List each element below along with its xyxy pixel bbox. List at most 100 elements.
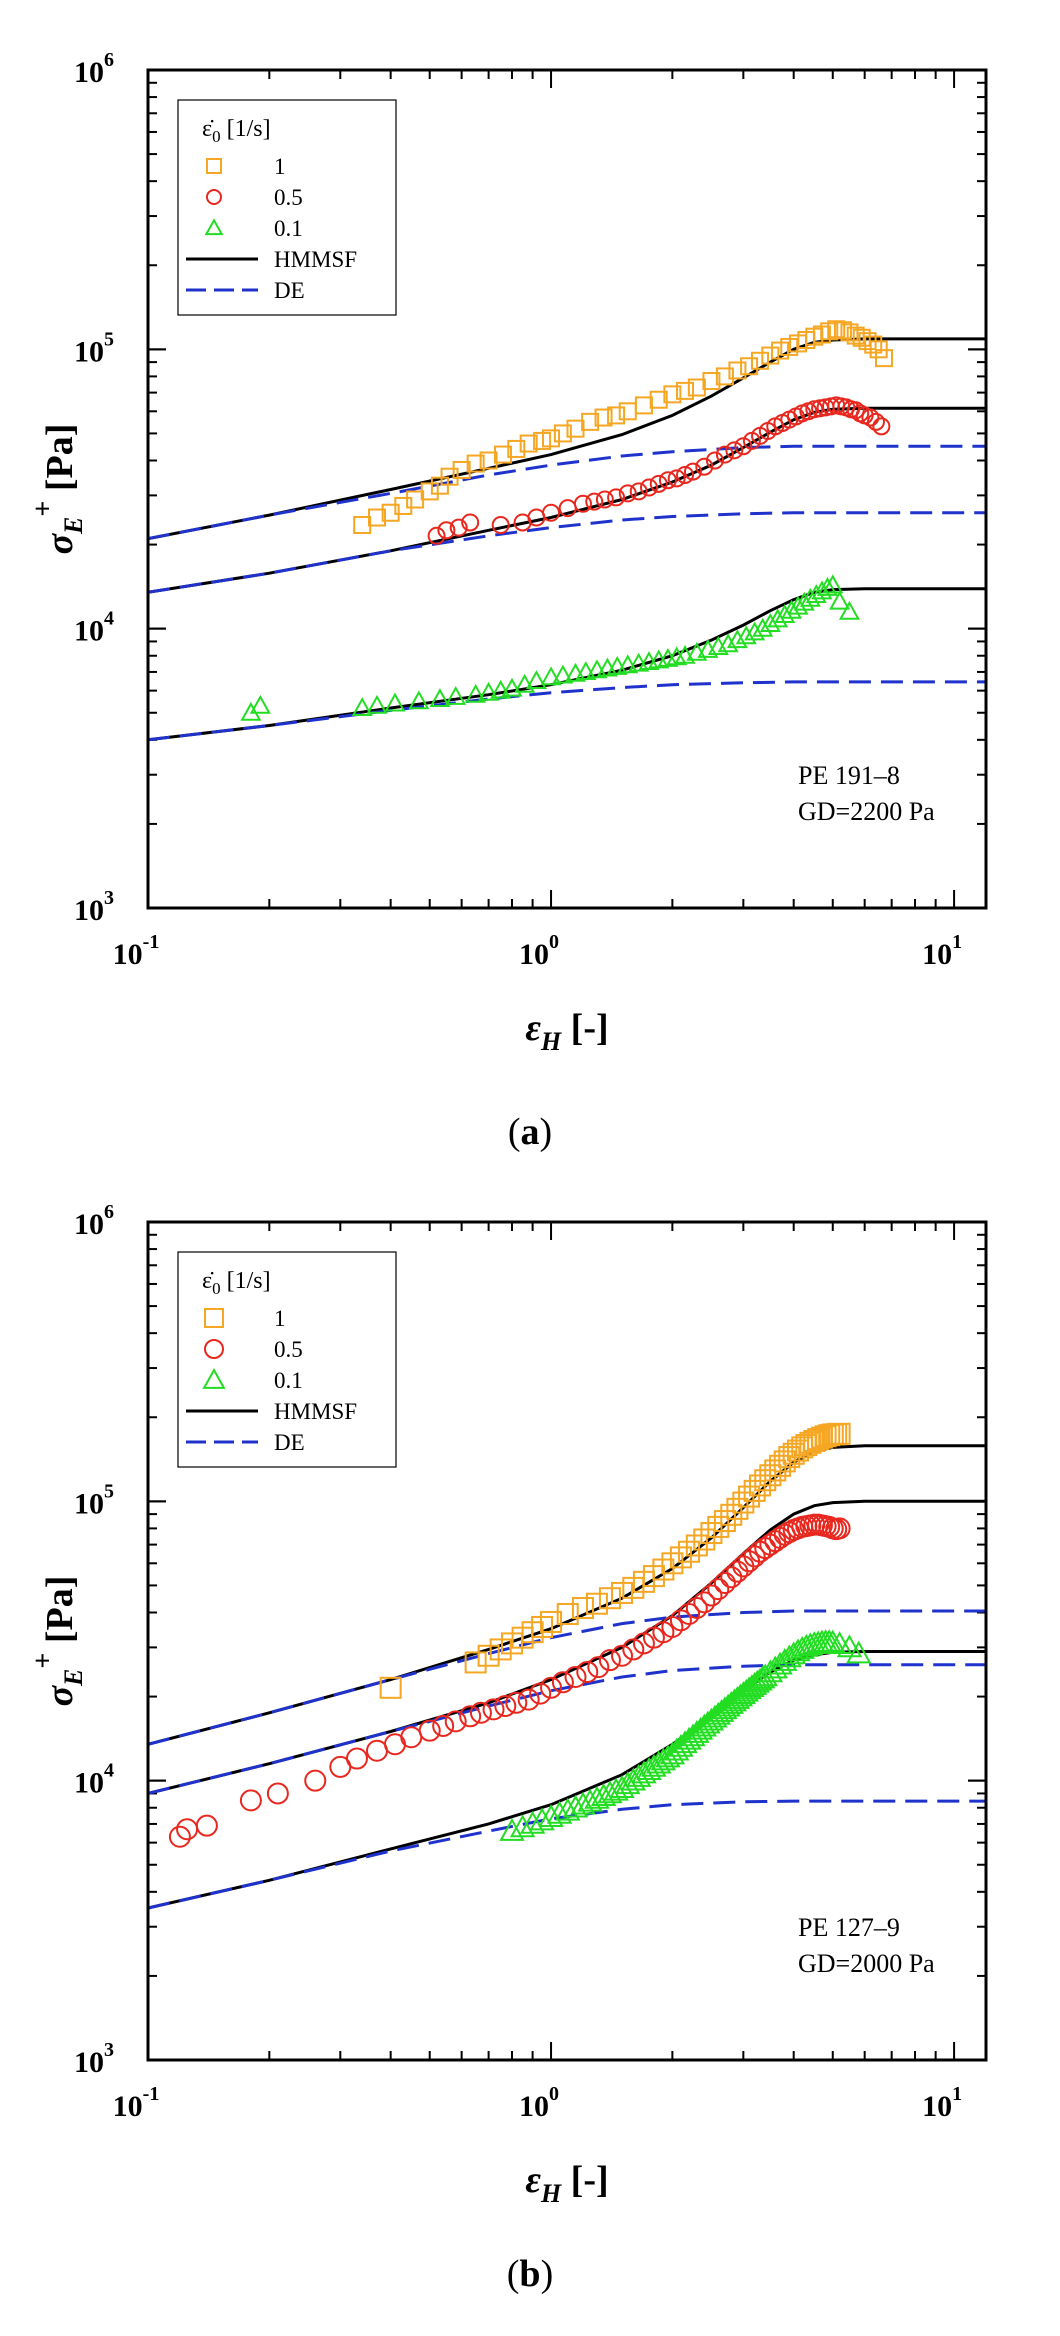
panel-b-series-line-de-6 — [148, 1609, 986, 1746]
panel-b-data-point — [239, 1789, 262, 1812]
panel-a-data-point — [479, 451, 498, 470]
panel-a-data-point — [822, 574, 844, 594]
panel-a-y-axis-label: σE+ [Pa] — [28, 424, 88, 555]
panel-b-y-tick-label: 105 — [74, 1480, 114, 1520]
panel-a-data-point — [744, 621, 766, 641]
panel-b-data-point — [598, 1587, 621, 1610]
panel-b-data-point — [400, 1726, 423, 1749]
panel-b-data-point — [482, 1698, 505, 1721]
panel-b-legend-swatch-triangle — [202, 1368, 226, 1389]
panel-b-data-point — [726, 1560, 749, 1583]
panel-a-data-point — [687, 378, 706, 397]
panel-a-data-point — [829, 590, 851, 610]
panel-a-data-point — [353, 516, 372, 535]
panel-caption-a: (a) — [507, 1111, 553, 1153]
panel-a-data-point — [683, 462, 702, 481]
panel-a-data-point — [452, 460, 471, 479]
panel-b-data-point — [762, 1655, 788, 1679]
panel-b-data-point — [732, 1491, 755, 1514]
panel-a-data-point — [594, 408, 613, 427]
panel-a-data-point — [658, 471, 677, 490]
panel-a-data-point — [384, 692, 406, 712]
panel-a-data-point — [649, 474, 668, 493]
panel-a-data-point — [840, 323, 859, 342]
panel-a-data-point — [368, 508, 387, 527]
panel-a-data-point — [249, 694, 271, 714]
panel-b-data-point — [799, 1431, 822, 1454]
panel-b-data-point — [789, 1635, 815, 1659]
panel-b-data-point — [693, 1528, 716, 1551]
panel-a-legend-entry-label: DE — [274, 278, 305, 303]
panel-b-data-point — [551, 1671, 574, 1694]
panel-b-annotation: PE 127–9 — [798, 1913, 900, 1942]
panel-b-data-point — [556, 1603, 579, 1626]
panel-a-data-point — [649, 390, 668, 409]
panel-b-legend-title: ε̇0 [1/s] — [202, 1268, 271, 1298]
panel-a-data-point — [466, 454, 485, 473]
panel-a-data-point — [420, 482, 439, 501]
panel-a-data-point — [666, 646, 688, 666]
panel-a-plot-area — [148, 320, 986, 742]
panel-b-x-tick-label: 101 — [922, 2083, 962, 2123]
panel-b-data-point — [517, 1688, 540, 1711]
panel-b-legend-swatch-square — [204, 1308, 224, 1328]
panel-b-data-point — [669, 1609, 692, 1632]
panel-b-series-line-hmmsf-5 — [148, 1650, 986, 1910]
panel-b-data-point — [432, 1714, 455, 1737]
panel-b-data-point — [693, 1591, 716, 1614]
panel-b-series-line-de-7 — [148, 1663, 986, 1795]
panel-a-data-point — [527, 508, 546, 527]
panel-b-data-point — [707, 1515, 730, 1538]
panel-a-data-point — [728, 361, 747, 380]
panel-a-x-tick-label: 100 — [519, 931, 559, 971]
panel-b-data-point — [509, 1814, 536, 1838]
panel-a-x-tick-label: 10-1 — [113, 931, 160, 971]
panel-b-data-point — [494, 1695, 517, 1718]
panel-b-chart: 10-1 100 101 103 104 105 106 εH [-] σE+ [Pa] ε̇0 … — [28, 1201, 988, 2208]
panel-a-data-point — [833, 321, 852, 340]
panel-b-data-point — [459, 1705, 482, 1728]
panel-a-series-line-de-6 — [148, 444, 986, 541]
panel-b-data-point — [726, 1497, 749, 1520]
panel-b-data-point — [678, 1603, 701, 1626]
panel-a-series-square-0 — [353, 320, 893, 535]
panel-a-data-point — [595, 490, 614, 509]
panel-a-data-point — [805, 400, 824, 419]
panel-b-y-tick-label: 103 — [74, 2039, 114, 2079]
panel-a-data-point — [771, 341, 790, 360]
panel-a-data-point — [811, 580, 833, 600]
panel-a-data-point — [676, 465, 695, 484]
panel-b-series-triangle-2 — [499, 1629, 872, 1841]
panel-a-data-point — [726, 629, 748, 649]
panel-b-annotation: GD=2000 Pa — [798, 1949, 935, 1978]
panel-a-annotation: PE 191–8 — [798, 761, 900, 790]
panel-a-series-line-de-7 — [148, 511, 986, 594]
panel-b-data-point — [836, 1634, 863, 1658]
panel-caption-b: (b) — [506, 2253, 554, 2295]
panel-a-data-point — [408, 690, 430, 710]
panel-a-data-point — [491, 516, 510, 535]
panel-a-legend-swatch-square — [206, 158, 222, 174]
panel-b-data-point — [846, 1640, 872, 1664]
panel-b-data-point — [444, 1710, 467, 1733]
panel-a-data-point — [816, 576, 838, 596]
panel-b-axes-frame — [146, 1220, 988, 2062]
panel-b-data-point — [304, 1769, 327, 1792]
panel-a-data-point — [861, 408, 880, 427]
panel-b-data-point — [622, 1638, 645, 1661]
panel-b-data-point — [564, 1666, 587, 1689]
panel-b-x-tick-label: 100 — [519, 2083, 559, 2123]
panel-b-data-point — [195, 1814, 218, 1837]
panel-b-data-point — [477, 1644, 500, 1667]
panel-b-data-point — [571, 1597, 594, 1620]
panel-b-data-point — [611, 1644, 634, 1667]
panel-a-data-point — [864, 335, 883, 354]
panel-b-data-point — [540, 1610, 563, 1633]
panel-b-data-point — [418, 1719, 441, 1742]
panel-b-data-point — [345, 1747, 368, 1770]
panel-a-legend: ε̇0 [1/s]1 0.5 0.1 HMMSF DE — [177, 99, 397, 316]
panel-a-data-point — [381, 503, 400, 522]
panel-a-series-triangle-2 — [240, 574, 860, 721]
panel-a-legend-entry-label: 0.1 — [274, 216, 303, 241]
panel-b-series-square-0 — [379, 1422, 851, 1699]
